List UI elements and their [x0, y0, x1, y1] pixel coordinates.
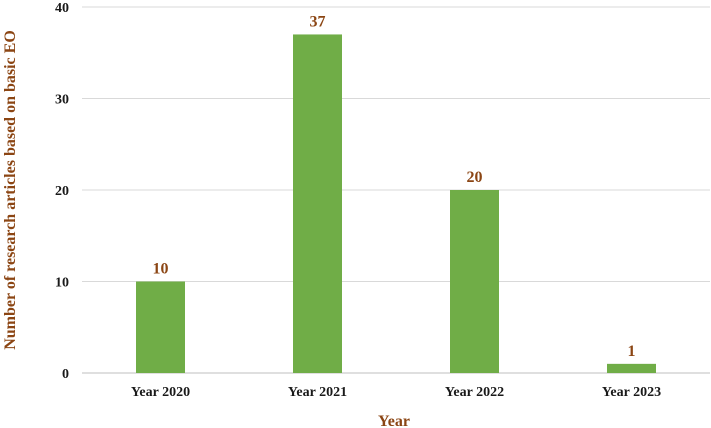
- bar: [136, 281, 185, 373]
- data-labels: 10 37 20 1: [153, 13, 636, 359]
- y-tick-label: 30: [55, 93, 69, 108]
- x-tick-label: Year 2021: [288, 385, 347, 400]
- x-tick-label: Year 2022: [445, 385, 504, 400]
- y-tick-label: 0: [62, 367, 69, 382]
- bar: [450, 190, 499, 373]
- y-tick-label: 20: [55, 184, 69, 199]
- gridlines: [82, 6, 710, 374]
- data-label: 37: [310, 13, 326, 30]
- y-tick-label: 40: [55, 1, 69, 16]
- data-label: 20: [467, 169, 483, 186]
- x-tick-label: Year 2020: [131, 385, 190, 400]
- data-label: 10: [153, 261, 169, 278]
- data-label: 1: [628, 343, 636, 360]
- bars: [136, 34, 656, 373]
- bar: [607, 363, 656, 373]
- bar: [293, 34, 342, 373]
- y-axis-title: Number of research articles based on bas…: [2, 30, 19, 350]
- x-tick-label: Year 2023: [602, 385, 661, 400]
- x-axis-title: Year: [378, 413, 410, 428]
- y-tick-label: 10: [55, 276, 69, 291]
- y-axis-ticks: 0 10 20 30 40: [55, 1, 69, 382]
- x-axis-ticks: Year 2020 Year 2021 Year 2022 Year 2023: [131, 385, 661, 400]
